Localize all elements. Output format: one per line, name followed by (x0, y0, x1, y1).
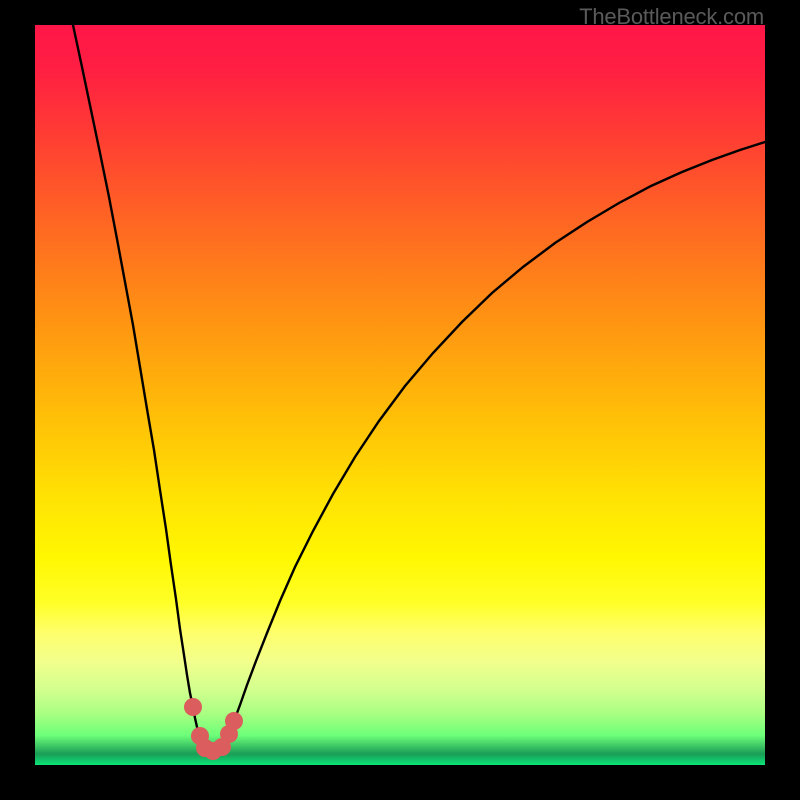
curve-marker (225, 712, 243, 730)
plot-area (35, 25, 765, 765)
curve-right (222, 142, 765, 748)
marker-group (184, 698, 243, 760)
chart-frame: TheBottleneck.com (0, 0, 800, 800)
curve-overlay (35, 25, 765, 765)
curve-left (73, 25, 205, 748)
curve-marker (184, 698, 202, 716)
watermark-text: TheBottleneck.com (579, 4, 764, 30)
